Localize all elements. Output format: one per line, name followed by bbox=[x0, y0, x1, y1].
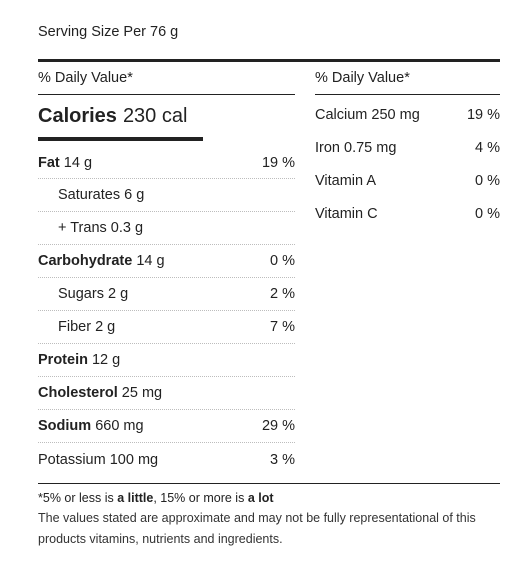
bottom-divider bbox=[38, 483, 500, 484]
daily-value-header-left: % Daily Value* bbox=[38, 70, 133, 86]
nutrient-row: Protein 12 g bbox=[38, 344, 295, 377]
daily-value-header-right: % Daily Value* bbox=[315, 70, 410, 86]
nutrient-name: Saturates bbox=[58, 187, 121, 203]
nutrient-name-wrap: Sugars 2 g bbox=[38, 286, 128, 302]
nutrient-percent: 2 % bbox=[270, 286, 295, 302]
nutrient-name-wrap: Carbohydrate 14 g bbox=[38, 253, 165, 269]
nutrient-name: + Trans bbox=[58, 220, 107, 236]
mineral-name: Calcium 250 mg bbox=[315, 106, 420, 123]
footnote-prefix: *5% or less is bbox=[38, 491, 118, 505]
mineral-row: Vitamin A 0 % bbox=[315, 164, 500, 197]
nutrient-amount: 2 g bbox=[107, 286, 129, 302]
nutrient-row: + Trans 0.3 g bbox=[38, 212, 295, 245]
serving-size: Serving Size Per 76 g bbox=[38, 24, 179, 40]
mineral-row: Vitamin C 0 % bbox=[315, 197, 500, 230]
nutrient-name: Sugars bbox=[58, 286, 104, 302]
nutrient-amount: 6 g bbox=[124, 187, 145, 203]
nutrient-name-wrap: Cholesterol 25 mg bbox=[38, 385, 162, 401]
mineral-percent: 19 % bbox=[466, 106, 500, 123]
nutrient-row: Fat 14 g 19 % bbox=[38, 141, 295, 179]
nutrient-name-wrap: Fiber 2 g bbox=[38, 319, 115, 335]
nutrient-name-wrap: Potassium 100 mg bbox=[38, 452, 158, 468]
footnote-little: a little bbox=[117, 491, 154, 505]
nutrient-row: Cholesterol 25 mg bbox=[38, 377, 295, 410]
nutrient-row: Sodium 660 mg 29 % bbox=[38, 410, 295, 443]
top-divider bbox=[38, 59, 500, 62]
nutrition-right-column: % Daily Value* Calcium 250 mg 19 % Iron 0.… bbox=[315, 62, 500, 230]
nutrient-amount: 100 mg bbox=[109, 451, 159, 468]
nutrient-name-wrap: + Trans 0.3 g bbox=[38, 220, 143, 236]
calories-row: Calories 230 cal bbox=[38, 95, 295, 137]
nutrient-amount: 0.3 g bbox=[110, 220, 144, 236]
nutrient-name: Cholesterol bbox=[38, 385, 118, 401]
mineral-name: Iron 0.75 mg bbox=[315, 139, 397, 156]
nutrient-name: Protein bbox=[38, 352, 88, 368]
mineral-percent: 0 % bbox=[475, 172, 500, 189]
header-rule-left bbox=[38, 94, 295, 95]
nutrient-name: Potassium bbox=[38, 451, 106, 468]
nutrient-name-wrap: Fat 14 g bbox=[38, 155, 92, 171]
nutrient-row: Carbohydrate 14 g 0 % bbox=[38, 245, 295, 278]
calories-rule bbox=[38, 137, 203, 141]
nutrient-amount: 12 g bbox=[91, 352, 121, 368]
daily-value-footnote: *5% or less is a little, 15% or more is … bbox=[38, 488, 274, 508]
nutrient-percent: 3 % bbox=[270, 451, 295, 468]
nutrient-name: Fat bbox=[38, 154, 60, 171]
nutrient-row: Sugars 2 g 2 % bbox=[38, 278, 295, 311]
nutrient-name: Carbohydrate bbox=[38, 253, 133, 269]
nutrient-name-wrap: Sodium 660 mg bbox=[38, 418, 144, 434]
header-rule-right bbox=[315, 94, 500, 95]
nutrition-left-column: % Daily Value* Calories 230 cal Fat 14 g… bbox=[38, 62, 295, 476]
nutrient-name-wrap: Protein 12 g bbox=[38, 352, 120, 368]
nutrient-list: Fat 14 g 19 % Saturates 6 g + Trans 0.3 g Ca… bbox=[38, 141, 295, 476]
nutrient-amount: 14 g bbox=[136, 253, 165, 269]
footnote-lot: a lot bbox=[247, 491, 274, 505]
mineral-name: Vitamin C bbox=[315, 205, 378, 222]
mineral-name: Vitamin A bbox=[315, 172, 376, 189]
mineral-row: Calcium 250 mg 19 % bbox=[315, 98, 500, 131]
nutrient-percent: 0 % bbox=[270, 253, 295, 269]
nutrient-percent: 29 % bbox=[261, 418, 295, 434]
footnote-middle: , 15% or more is bbox=[153, 491, 248, 505]
mineral-list: Calcium 250 mg 19 % Iron 0.75 mg 4 % Vitamin… bbox=[315, 98, 500, 230]
disclaimer-text: The values stated are approximate and ma… bbox=[38, 511, 476, 546]
calories-value: 230 cal bbox=[122, 104, 188, 127]
mineral-percent: 4 % bbox=[475, 139, 500, 156]
nutrient-percent: 7 % bbox=[270, 319, 295, 335]
nutrient-amount: 660 mg bbox=[95, 418, 144, 434]
nutrient-name-wrap: Saturates 6 g bbox=[38, 187, 144, 203]
nutrient-row: Saturates 6 g bbox=[38, 179, 295, 212]
nutrient-percent: 19 % bbox=[261, 154, 295, 171]
nutrient-row: Potassium 100 mg 3 % bbox=[38, 443, 295, 476]
nutrient-row: Fiber 2 g 7 % bbox=[38, 311, 295, 344]
nutrient-amount: 2 g bbox=[95, 319, 116, 335]
calories-label: Calories bbox=[38, 104, 117, 127]
nutrient-name: Sodium bbox=[38, 418, 92, 434]
mineral-percent: 0 % bbox=[475, 205, 500, 222]
nutrient-amount: 14 g bbox=[63, 154, 93, 171]
mineral-row: Iron 0.75 mg 4 % bbox=[315, 131, 500, 164]
nutrient-name: Fiber bbox=[58, 319, 92, 335]
nutrient-amount: 25 mg bbox=[121, 385, 163, 401]
